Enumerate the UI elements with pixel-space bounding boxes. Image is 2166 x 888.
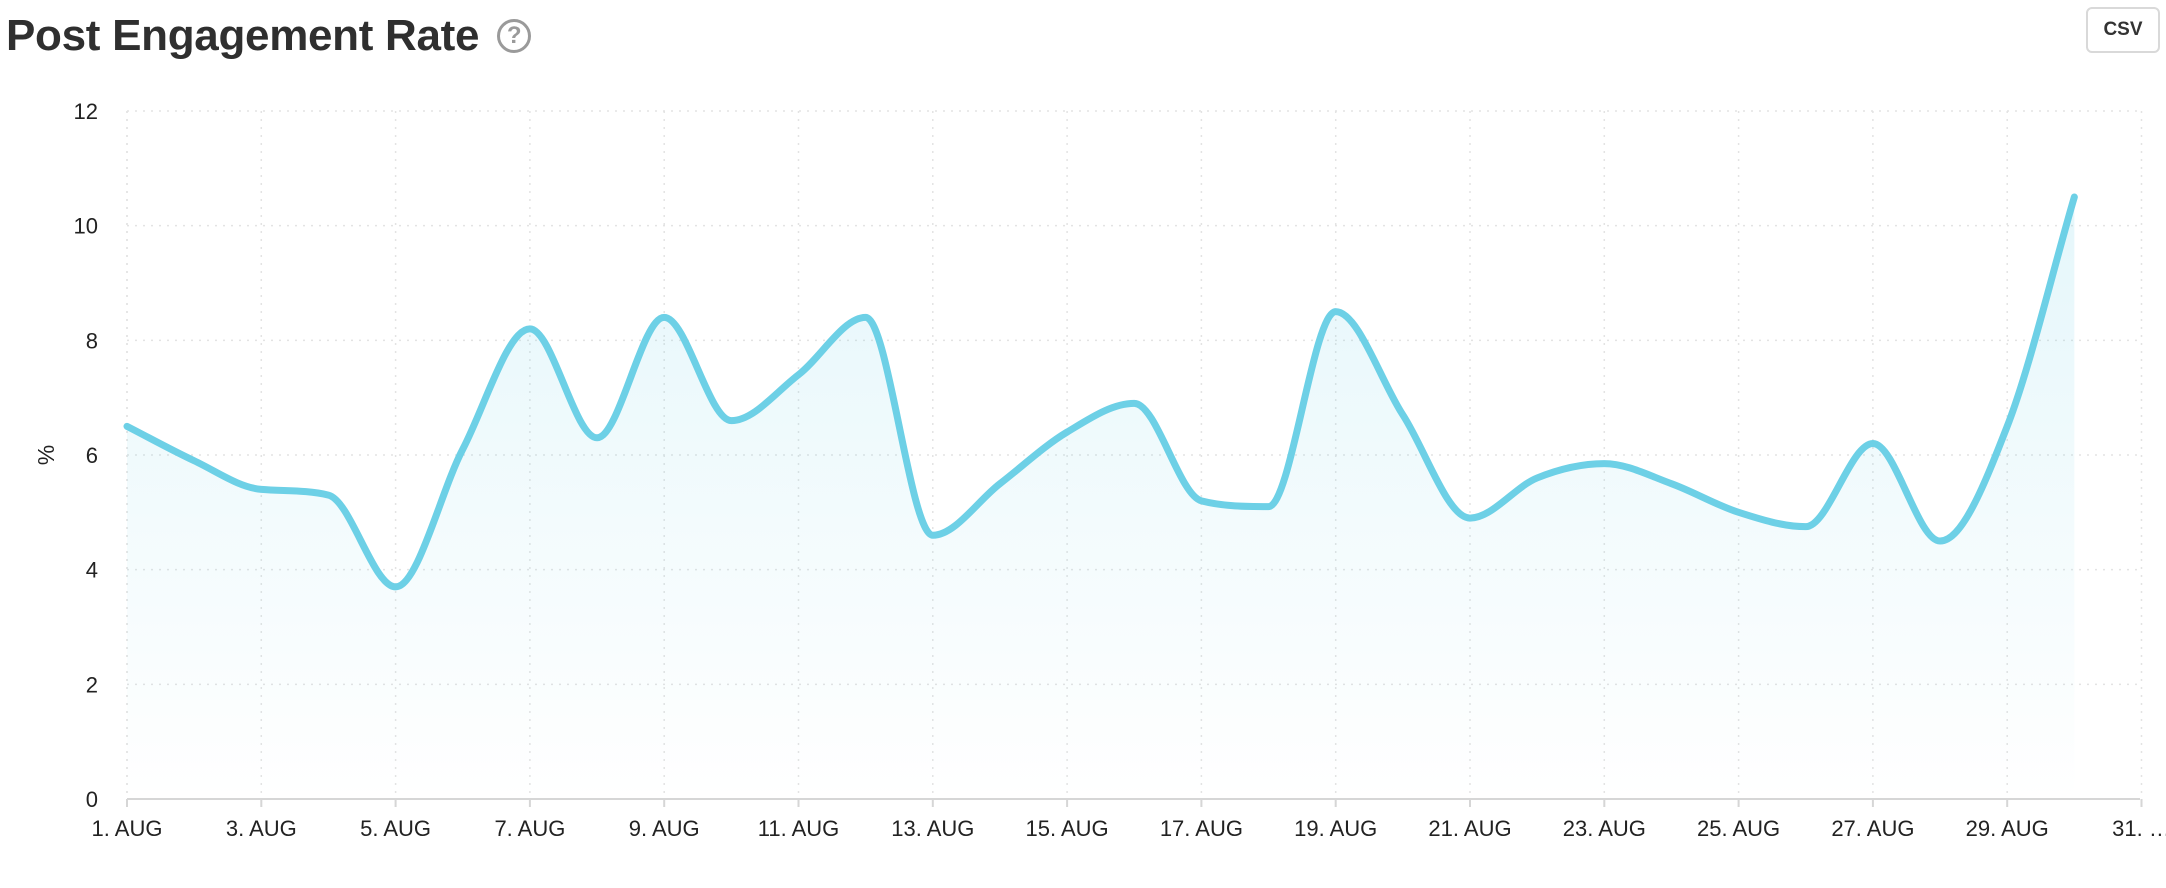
data-point[interactable]	[1534, 475, 1540, 481]
y-tick-label: 4	[86, 558, 98, 583]
y-tick-label: 10	[74, 214, 98, 239]
x-tick-label: 9. AUG	[629, 816, 700, 841]
data-point[interactable]	[661, 314, 667, 320]
data-point[interactable]	[393, 584, 399, 590]
x-tick-label: 5. AUG	[360, 816, 431, 841]
x-tick-label: 25. AUG	[1697, 816, 1780, 841]
data-point[interactable]	[1870, 441, 1876, 447]
data-point[interactable]	[594, 435, 600, 441]
series-area	[127, 197, 2075, 799]
y-tick-label: 2	[86, 672, 98, 697]
data-point[interactable]	[1064, 429, 1070, 435]
x-tick-label: 13. AUG	[891, 816, 974, 841]
x-tick-label: 3. AUG	[226, 816, 297, 841]
y-tick-label: 8	[86, 328, 98, 353]
data-point[interactable]	[997, 481, 1003, 487]
x-tick-label: 1. AUG	[92, 816, 163, 841]
x-tick-label: 27. AUG	[1831, 816, 1914, 841]
data-point[interactable]	[1131, 400, 1137, 406]
data-point[interactable]	[796, 372, 802, 378]
data-point[interactable]	[930, 532, 936, 538]
data-point[interactable]	[1668, 481, 1674, 487]
data-point[interactable]	[191, 458, 197, 464]
y-tick-label: 0	[86, 787, 98, 812]
chart-header: Post Engagement Rate ?	[6, 0, 532, 72]
x-tick-label: 11. AUG	[758, 816, 840, 841]
data-point[interactable]	[258, 486, 264, 492]
x-tick-label: 21. AUG	[1428, 816, 1511, 841]
x-tick-label: 17. AUG	[1160, 816, 1243, 841]
series-line	[123, 193, 2078, 591]
data-point[interactable]	[527, 326, 533, 332]
y-tick-label: 6	[86, 443, 98, 468]
data-point[interactable]	[1467, 515, 1473, 521]
data-point[interactable]	[1266, 504, 1272, 510]
x-tick-label: 23. AUG	[1563, 816, 1646, 841]
data-point[interactable]	[863, 314, 869, 320]
x-tick-label: 19. AUG	[1294, 816, 1377, 841]
y-axis-label: %	[33, 445, 59, 465]
page-title: Post Engagement Rate	[6, 11, 480, 60]
data-point[interactable]	[325, 492, 331, 498]
data-point[interactable]	[1601, 461, 1607, 467]
data-point[interactable]	[1400, 412, 1406, 418]
data-point[interactable]	[124, 423, 130, 429]
x-tick-label: 31. …	[2112, 816, 2166, 841]
data-point[interactable]	[1198, 498, 1204, 504]
data-point[interactable]	[1736, 509, 1742, 515]
question-circle-icon[interactable]: ?	[497, 19, 532, 53]
data-point[interactable]	[1333, 309, 1339, 315]
csv-export-button[interactable]: CSV	[2086, 7, 2160, 53]
data-point[interactable]	[1803, 524, 1809, 530]
x-tick-label: 15. AUG	[1026, 816, 1109, 841]
data-point[interactable]	[1937, 538, 1943, 544]
x-tick-label: 29. AUG	[1966, 816, 2049, 841]
data-point[interactable]	[2004, 423, 2010, 429]
data-point[interactable]	[460, 446, 466, 452]
x-tick-label: 7. AUG	[494, 816, 565, 841]
data-point[interactable]	[2071, 194, 2077, 200]
y-tick-label: 12	[74, 99, 98, 124]
data-point[interactable]	[728, 418, 734, 424]
